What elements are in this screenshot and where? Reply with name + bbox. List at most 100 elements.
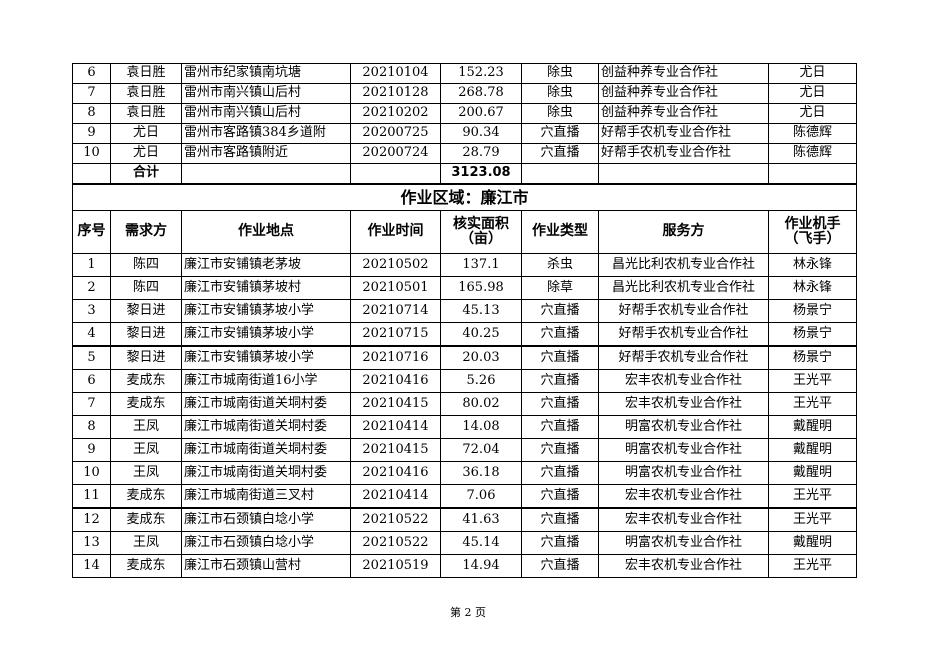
cell-area: 80.02 xyxy=(440,392,522,416)
cell-seq: 13 xyxy=(72,531,111,555)
cell-area: 152.23 xyxy=(440,63,522,84)
cell-requester: 尤日 xyxy=(110,123,182,144)
cell-operator: 王光平 xyxy=(768,369,857,393)
cell-area: 36.18 xyxy=(440,461,522,485)
cell-area: 137.1 xyxy=(440,253,522,277)
cell-provider: 明富农机专业合作社 xyxy=(598,415,769,439)
cell-type: 穴直播 xyxy=(521,461,599,485)
cell-type: 穴直播 xyxy=(521,415,599,439)
table-row: 7 袁日胜 雷州市南兴镇山后村 20210128 268.78 除虫 创益种养专业合作社 尤日 xyxy=(72,83,857,104)
cell-date: 20210104 xyxy=(350,63,441,84)
cell-location: 廉江市安铺镇茅坡村 xyxy=(181,276,351,300)
cell-type: 穴直播 xyxy=(521,484,599,509)
cell-provider: 宏丰农机专业合作社 xyxy=(598,554,769,578)
cell-type: 穴直播 xyxy=(521,554,599,578)
header-area: 核实面积（亩） xyxy=(440,210,522,254)
cell-date: 20210414 xyxy=(350,415,441,439)
cell-seq: 10 xyxy=(72,461,111,485)
cell-requester: 袁日胜 xyxy=(110,63,182,84)
cell-date: 20210522 xyxy=(350,531,441,555)
cell-date: 20200725 xyxy=(350,123,441,144)
cell-provider xyxy=(598,163,769,185)
section-row: 作业区域：廉江市 xyxy=(72,183,857,211)
cell-location: 廉江市安铺镇茅坡小学 xyxy=(181,299,351,323)
cell-location: 廉江市石颈镇山营村 xyxy=(181,554,351,578)
header-provider: 服务方 xyxy=(598,210,769,254)
cell-type: 穴直播 xyxy=(521,322,599,347)
table-row: 11 麦成东 廉江市城南街道三叉村 20210414 7.06 穴直播 宏丰农机专业合作社王… xyxy=(72,484,857,509)
cell-seq: 6 xyxy=(72,63,111,84)
table-row: 5 黎日进 廉江市安铺镇茅坡小学 20210716 20.03 穴直播 好帮手农机专业合作社… xyxy=(72,345,857,370)
cell-location: 廉江市城南街道三叉村 xyxy=(181,484,351,509)
cell-type: 穴直播 xyxy=(521,531,599,555)
cell-date: 20210716 xyxy=(350,345,441,370)
cell-requester: 王凤 xyxy=(110,461,182,485)
cell-location: 雷州市南兴镇山后村 xyxy=(181,83,351,104)
cell-seq: 1 xyxy=(72,253,111,277)
cell-type: 杀虫 xyxy=(521,253,599,277)
cell-seq: 7 xyxy=(72,83,111,104)
table-row: 10 尤日 雷州市客路镇附近 20200724 28.79 穴直播 好帮手农机专业合作社 陈德… xyxy=(72,143,857,164)
cell-seq: 8 xyxy=(72,415,111,439)
cell-provider: 宏丰农机专业合作社 xyxy=(598,484,769,509)
header-type: 作业类型 xyxy=(521,210,599,254)
cell-date: 20210714 xyxy=(350,299,441,323)
cell-provider: 昌光比利农机专业合作社 xyxy=(598,253,769,277)
table-row: 7 麦成东 廉江市城南街道关垌村委 20210415 80.02 穴直播 宏丰农机专业合作社… xyxy=(72,392,857,416)
header-date: 作业时间 xyxy=(350,210,441,254)
cell-provider: 宏丰农机专业合作社 xyxy=(598,392,769,416)
cell-type: 除虫 xyxy=(521,103,599,124)
table-row: 8 王凤 廉江市城南街道关垌村委 20210414 14.08 穴直播 明富农机专业合作社戴… xyxy=(72,415,857,439)
cell-seq: 8 xyxy=(72,103,111,124)
cell-type: 除虫 xyxy=(521,83,599,104)
cell-provider: 明富农机专业合作社 xyxy=(598,438,769,462)
cell-location xyxy=(181,163,351,185)
section-title: 作业区域：廉江市 xyxy=(72,183,857,211)
cell-location: 雷州市客路镇384乡道附 xyxy=(181,123,351,144)
cell-requester: 陈四 xyxy=(110,253,182,277)
cell-type: 除草 xyxy=(521,276,599,300)
cell-date: 20200724 xyxy=(350,143,441,164)
cell-seq: 12 xyxy=(72,507,111,532)
work-records-table: 6 袁日胜 雷州市纪家镇南坑塘 20210104 152.23 除虫 创益种养专业合作社 尤日… xyxy=(72,63,857,578)
cell-operator: 戴醒明 xyxy=(768,531,857,555)
cell-location: 雷州市南兴镇山后村 xyxy=(181,103,351,124)
table-row: 2 陈四 廉江市安铺镇茅坡村 20210501 165.98 除草 昌光比利农机专业合作社林… xyxy=(72,276,857,300)
cell-date: 20210128 xyxy=(350,83,441,104)
header-seq: 序号 xyxy=(72,210,111,254)
cell-area: 14.08 xyxy=(440,415,522,439)
cell-seq: 9 xyxy=(72,438,111,462)
cell-location: 廉江市城南街道关垌村委 xyxy=(181,415,351,439)
cell-requester: 陈四 xyxy=(110,276,182,300)
cell-operator: 林永锋 xyxy=(768,253,857,277)
table-row: 13 王凤 廉江市石颈镇白埝小学 20210522 45.14 穴直播 明富农机专业合作社戴… xyxy=(72,531,857,555)
cell-provider: 好帮手农机专业合作社 xyxy=(598,123,769,144)
cell-requester: 王凤 xyxy=(110,531,182,555)
cell-area: 165.98 xyxy=(440,276,522,300)
cell-area: 45.14 xyxy=(440,531,522,555)
cell-requester: 王凤 xyxy=(110,415,182,439)
cell-operator xyxy=(768,163,857,185)
cell-requester: 麦成东 xyxy=(110,369,182,393)
cell-date: 20210414 xyxy=(350,484,441,509)
cell-seq: 2 xyxy=(72,276,111,300)
total-row: 合计 3123.08 xyxy=(72,163,857,185)
cell-location: 廉江市安铺镇老茅坡 xyxy=(181,253,351,277)
cell-area: 72.04 xyxy=(440,438,522,462)
cell-area: 90.34 xyxy=(440,123,522,144)
cell-area: 41.63 xyxy=(440,507,522,532)
cell-date: 20210501 xyxy=(350,276,441,300)
cell-operator: 王光平 xyxy=(768,392,857,416)
total-label: 合计 xyxy=(110,163,182,185)
table-row: 8 袁日胜 雷州市南兴镇山后村 20210202 200.67 除虫 创益种养专业合作社 尤日 xyxy=(72,103,857,124)
cell-type: 穴直播 xyxy=(521,507,599,532)
cell-seq: 4 xyxy=(72,322,111,347)
cell-type: 穴直播 xyxy=(521,143,599,164)
cell-operator: 杨景宁 xyxy=(768,299,857,323)
cell-area: 14.94 xyxy=(440,554,522,578)
table-row: 10 王凤 廉江市城南街道关垌村委 20210416 36.18 穴直播 明富农机专业合作社… xyxy=(72,461,857,485)
cell-type: 穴直播 xyxy=(521,438,599,462)
table-row: 4 黎日进 廉江市安铺镇茅坡小学 20210715 40.25 穴直播 好帮手农机专业合作社… xyxy=(72,322,857,347)
cell-operator: 戴醒明 xyxy=(768,438,857,462)
cell-area: 5.26 xyxy=(440,369,522,393)
